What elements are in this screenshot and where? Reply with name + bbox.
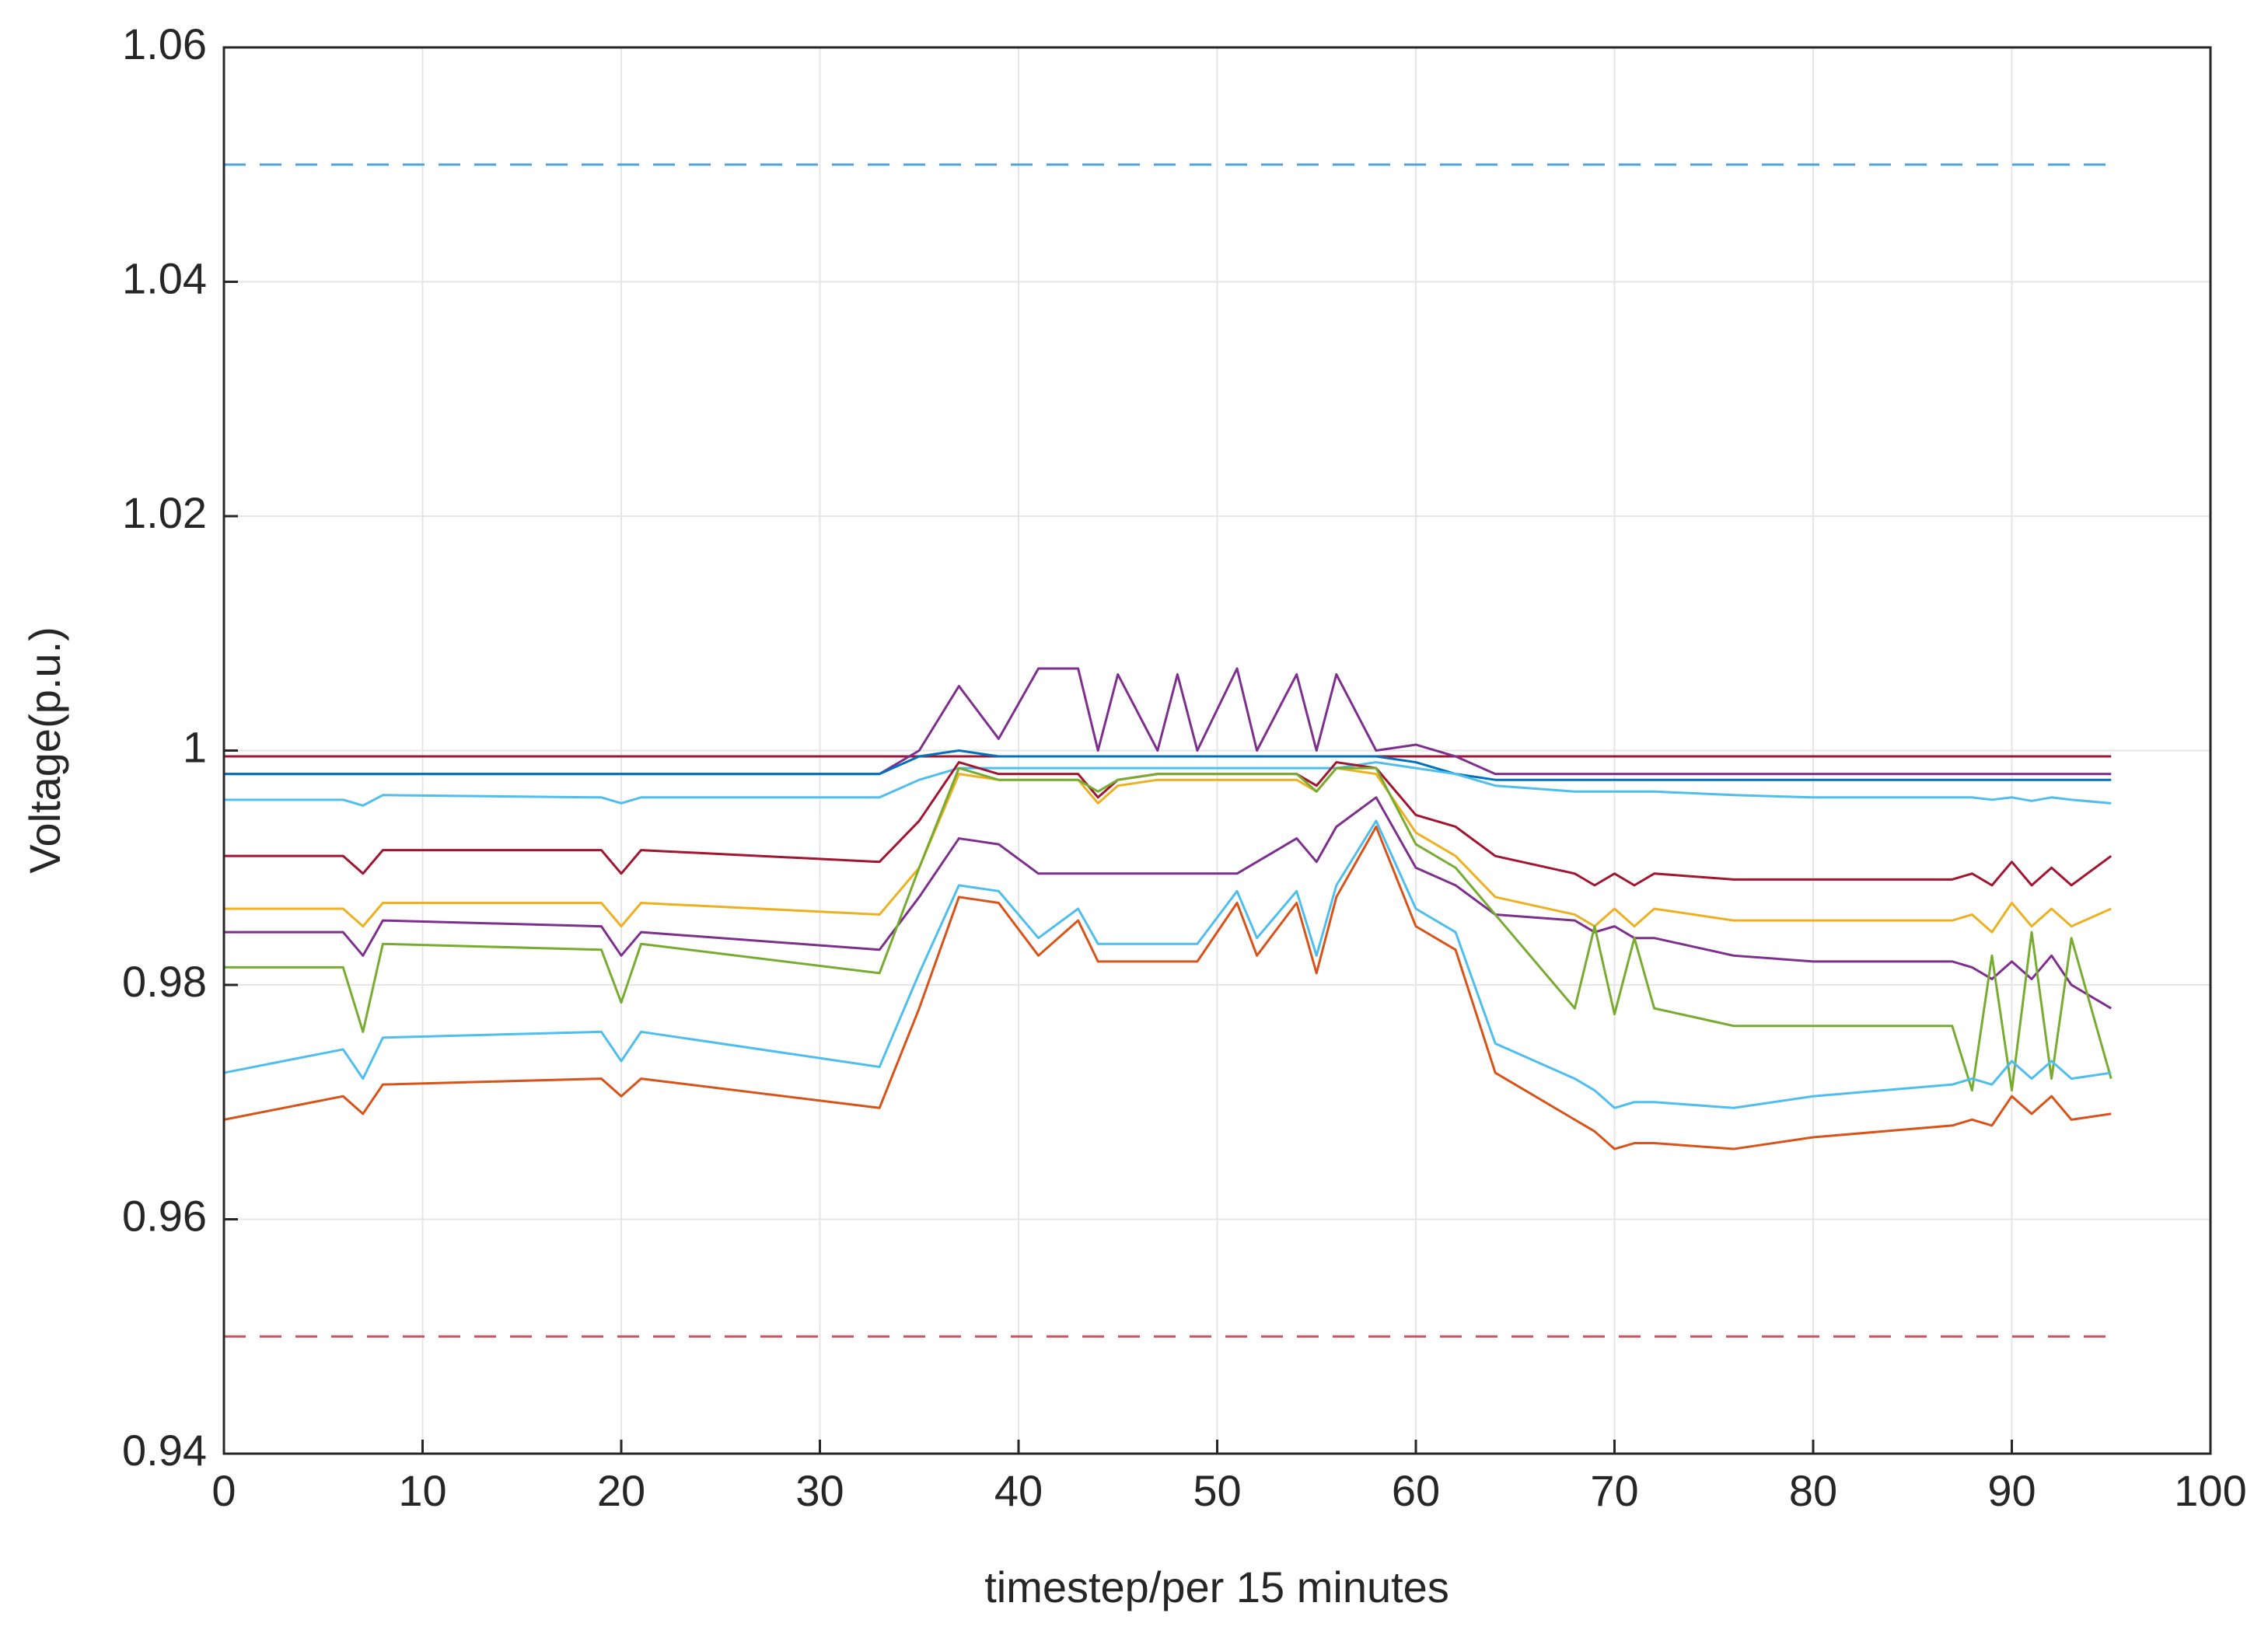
x-tick-label: 10	[398, 1466, 446, 1515]
y-tick-label: 1.02	[122, 488, 207, 537]
data-line	[223, 819, 2112, 1109]
data-line	[224, 766, 2112, 1092]
x-tick-label: 30	[795, 1466, 844, 1515]
y-tick-label: 1	[183, 722, 207, 771]
data-line	[224, 749, 2112, 781]
x-tick-label: 50	[1193, 1466, 1241, 1515]
x-tick-label: 40	[994, 1466, 1043, 1515]
data-line	[224, 761, 2112, 807]
y-axis-label: Voltage(p.u.)	[20, 627, 69, 874]
axes-frame	[222, 46, 2212, 1455]
y-tick-label: 0.94	[122, 1426, 207, 1475]
y-tick-label: 0.96	[122, 1191, 207, 1240]
x-tick-label: 60	[1392, 1466, 1440, 1515]
y-tick-label: 0.98	[122, 957, 207, 1006]
x-tick-label: 20	[597, 1466, 645, 1515]
x-tick-label: 70	[1590, 1466, 1638, 1515]
y-tick-label: 1.06	[122, 19, 207, 68]
data-line	[224, 796, 2112, 1010]
data-line	[224, 761, 2112, 887]
data-line	[224, 766, 2112, 934]
x-tick-label: 100	[2174, 1466, 2246, 1515]
y-tick-label: 1.04	[122, 253, 207, 302]
x-tick-label: 0	[211, 1466, 236, 1515]
x-tick-label: 80	[1789, 1466, 1837, 1515]
x-tick-label: 90	[1987, 1466, 2036, 1515]
data-line	[223, 825, 2112, 1150]
x-axis-label: timestep/per 15 minutes	[984, 1562, 1449, 1611]
